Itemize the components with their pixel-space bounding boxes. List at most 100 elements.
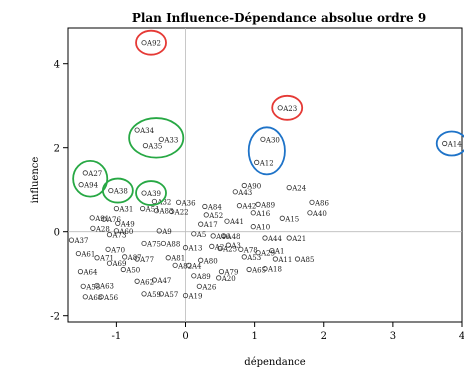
data-point-label: A51 xyxy=(145,206,160,214)
data-point xyxy=(89,215,95,221)
data-point-label: A61 xyxy=(80,251,95,259)
data-point-label: A77 xyxy=(139,256,154,264)
data-point-label: A81 xyxy=(170,255,185,263)
data-point-label: A88 xyxy=(165,240,180,248)
green-highlight-circle xyxy=(135,180,167,206)
data-point xyxy=(141,240,147,247)
data-point-label: A60 xyxy=(118,228,133,236)
data-point xyxy=(151,277,158,283)
data-point xyxy=(182,245,189,251)
data-point-label: A10 xyxy=(255,224,270,232)
data-point xyxy=(262,235,268,241)
data-point-label: A18 xyxy=(267,266,282,274)
data-point-label: A48 xyxy=(226,233,241,241)
data-point xyxy=(218,268,225,275)
data-point xyxy=(186,262,192,268)
data-point-label: A27 xyxy=(87,170,102,178)
green-highlight-circle xyxy=(128,117,185,159)
x-tick-label: 2 xyxy=(321,331,327,342)
data-point-label: A62 xyxy=(139,278,154,286)
data-point-label: A23 xyxy=(282,105,297,113)
data-point-label: A78 xyxy=(243,246,258,254)
red-highlight-circle xyxy=(271,94,304,121)
data-point xyxy=(156,228,162,234)
data-point xyxy=(255,201,261,207)
data-point-label: A22 xyxy=(174,209,189,217)
data-point xyxy=(254,159,260,165)
y-axis-label: influence xyxy=(30,157,41,204)
data-point xyxy=(309,199,315,205)
data-point xyxy=(294,256,301,262)
data-point xyxy=(241,254,247,260)
data-point-label: A80 xyxy=(203,257,218,265)
data-point xyxy=(134,278,140,284)
data-point-label: A5 xyxy=(196,231,207,239)
data-point xyxy=(250,210,256,216)
data-point-label: A42 xyxy=(241,203,256,211)
y-tick-label: 0 xyxy=(54,228,60,239)
data-point xyxy=(250,224,256,230)
data-point-label: A53 xyxy=(246,254,261,262)
data-point-label: A19 xyxy=(188,293,203,301)
data-point xyxy=(113,228,119,234)
red-highlight-circle xyxy=(135,29,167,56)
data-point xyxy=(165,255,171,261)
data-point xyxy=(220,233,227,239)
data-point-label: A16 xyxy=(255,210,271,218)
data-point xyxy=(94,282,100,289)
data-point xyxy=(191,231,197,237)
data-point-label: A46 xyxy=(215,233,231,241)
data-point-label: A87 xyxy=(127,254,142,262)
data-point xyxy=(158,136,164,142)
data-point xyxy=(134,256,140,262)
data-point xyxy=(106,232,113,238)
data-point xyxy=(68,237,75,243)
x-tick-label: -1 xyxy=(112,331,122,342)
data-point-label: A1 xyxy=(274,248,285,256)
y-tick-label: 2 xyxy=(54,144,60,155)
data-point-label: A63 xyxy=(99,282,114,290)
data-point xyxy=(78,182,84,188)
data-point-label: A29 xyxy=(260,250,275,258)
data-point xyxy=(122,254,128,260)
data-point xyxy=(141,190,147,196)
data-point-label: A68 xyxy=(87,294,102,302)
data-point-label: A89 xyxy=(196,273,211,281)
data-point-label: A69 xyxy=(111,260,126,268)
data-point-label: A73 xyxy=(111,232,126,240)
data-point-label: A17 xyxy=(203,221,218,229)
data-point xyxy=(196,283,202,289)
data-point xyxy=(101,216,107,222)
data-point xyxy=(286,235,292,241)
data-point xyxy=(153,208,160,214)
data-point xyxy=(236,203,243,209)
data-point xyxy=(203,212,209,218)
plot-frame xyxy=(67,27,463,323)
data-point xyxy=(232,189,238,195)
data-point xyxy=(286,185,292,191)
data-point-label: A20 xyxy=(221,275,236,283)
data-point-label: A79 xyxy=(223,269,238,277)
data-point xyxy=(151,198,158,205)
data-point xyxy=(175,199,182,205)
data-point xyxy=(216,275,222,281)
data-point-label: A84 xyxy=(207,204,223,212)
data-point-label: A49 xyxy=(120,220,135,228)
data-point-label: A3 xyxy=(230,242,241,250)
data-point-label: A92 xyxy=(146,40,161,48)
data-point xyxy=(217,245,223,252)
data-point-label: A9 xyxy=(161,228,172,236)
x-axis-label: dépendance xyxy=(244,357,305,368)
data-point-label: A32 xyxy=(156,198,171,206)
x-tick-label: 3 xyxy=(390,331,396,342)
data-point xyxy=(246,266,252,273)
data-point-label: A76 xyxy=(106,216,122,224)
data-point-label: A26 xyxy=(201,283,217,291)
data-point-label: A86 xyxy=(314,199,330,207)
data-point-label: A2 xyxy=(214,243,225,251)
data-point-label: A4 xyxy=(191,262,202,270)
data-point xyxy=(202,203,208,210)
data-point xyxy=(141,291,147,297)
